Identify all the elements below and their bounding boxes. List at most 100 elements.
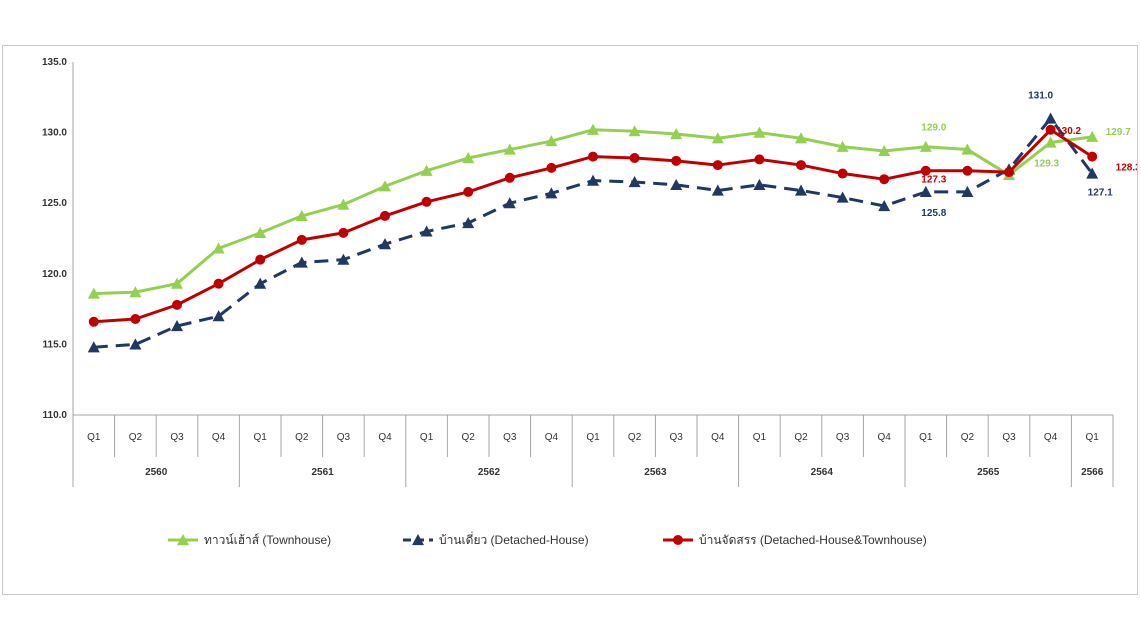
- x-category-label: Q3: [337, 432, 351, 443]
- y-tick-label: 135.0: [42, 57, 67, 68]
- x-category-label: Q2: [129, 432, 143, 443]
- data-point-marker: [836, 191, 849, 203]
- data-point-marker: [1086, 167, 1099, 179]
- data-label: 129.0: [921, 123, 946, 134]
- data-point-marker: [503, 143, 516, 155]
- data-point-marker: [212, 242, 225, 254]
- data-point-marker: [712, 160, 723, 171]
- x-category-label: Q1: [420, 432, 434, 443]
- data-point-marker: [628, 176, 641, 188]
- data-point-marker: [878, 144, 891, 157]
- data-point-marker: [420, 225, 433, 237]
- data-point-marker: [836, 140, 849, 152]
- x-category-label: Q1: [919, 432, 933, 443]
- x-year-label: 2566: [1081, 467, 1104, 478]
- data-label: 127.1: [1088, 188, 1113, 199]
- data-point-marker: [337, 198, 350, 210]
- data-point-marker: [87, 287, 100, 299]
- data-point-marker: [588, 151, 598, 162]
- data-point-marker: [1045, 124, 1056, 135]
- data-label: 128.3: [1116, 163, 1137, 174]
- chart-legend: ทาวน์เฮ้าส์ (Townhouse) บ้านเดี่ยว (Detac…: [168, 531, 927, 547]
- data-point-marker: [463, 186, 474, 197]
- y-tick-label: 115.0: [43, 339, 68, 350]
- data-label: 129.3: [1034, 158, 1059, 169]
- x-category-label: Q3: [670, 432, 684, 443]
- x-year-label: 2562: [478, 467, 501, 478]
- data-point-marker: [754, 154, 765, 165]
- x-year-label: 2565: [977, 467, 1000, 478]
- data-point-marker: [545, 187, 558, 199]
- data-label: 131.0: [1028, 90, 1053, 101]
- data-point-marker: [171, 320, 183, 332]
- legend-marker: [673, 535, 683, 545]
- data-point-marker: [171, 277, 183, 289]
- data-point-marker: [379, 180, 391, 192]
- y-tick-label: 130.0: [42, 128, 67, 139]
- data-point-marker: [711, 184, 724, 196]
- data-point-marker: [212, 310, 225, 322]
- chart-series: [87, 112, 1099, 353]
- legend-label: บ้านจัดสรร (Detached-House&Townhouse): [699, 533, 927, 547]
- data-point-marker: [254, 277, 267, 289]
- data-point-marker: [879, 174, 890, 185]
- data-point-marker: [255, 254, 266, 265]
- x-category-label: Q1: [1086, 432, 1100, 443]
- data-point-marker: [837, 168, 848, 179]
- data-point-marker: [962, 165, 973, 176]
- x-category-label: Q3: [1002, 432, 1016, 443]
- x-axis-category-labels: Q1 Q2 Q3 Q4 Q1 Q2 Q3 Q4 Q1 Q2 Q3 Q4 Q1 Q2 Q3 Q4 Q1 Q2 Q3 Q4…: [87, 432, 1104, 478]
- x-category-label: Q2: [295, 432, 309, 443]
- data-point-marker: [504, 172, 515, 183]
- data-point-marker: [254, 226, 267, 238]
- data-point-marker: [545, 135, 558, 147]
- data-point-marker: [753, 178, 766, 190]
- data-point-marker: [919, 140, 932, 152]
- x-category-label: Q4: [212, 432, 226, 443]
- x-category-label: Q1: [586, 432, 600, 443]
- x-category-label: Q1: [753, 432, 767, 443]
- data-point-marker: [919, 185, 932, 198]
- x-category-label: Q1: [254, 432, 268, 443]
- x-category-label: Q2: [628, 432, 642, 443]
- data-point-marker: [795, 184, 807, 196]
- data-point-marker: [629, 153, 640, 164]
- data-point-marker: [961, 185, 974, 198]
- data-point-marker: [87, 341, 100, 353]
- data-point-marker: [213, 278, 224, 289]
- data-point-marker: [1044, 112, 1057, 124]
- x-year-label: 2561: [311, 467, 334, 478]
- data-point-marker: [129, 338, 142, 350]
- data-point-marker: [295, 209, 308, 222]
- data-point-marker: [462, 152, 475, 164]
- data-label: 130.2: [1056, 126, 1081, 137]
- data-point-marker: [503, 197, 516, 209]
- data-point-marker: [796, 160, 806, 171]
- data-label: 127.3: [921, 175, 946, 186]
- legend-marker: [177, 534, 189, 546]
- x-category-label: Q4: [711, 432, 725, 443]
- data-point-marker: [462, 216, 475, 229]
- x-category-label: Q3: [836, 432, 850, 443]
- legend-label: ทาวน์เฮ้าส์ (Townhouse): [204, 533, 331, 547]
- legend-label: บ้านเดี่ยว (Detached-House): [439, 531, 589, 547]
- y-tick-label: 120.0: [42, 269, 67, 280]
- data-point-marker: [795, 132, 807, 144]
- x-category-label: Q3: [170, 432, 184, 443]
- data-point-marker: [338, 227, 349, 238]
- data-label: 129.7: [1106, 127, 1131, 138]
- x-category-label: Q4: [878, 432, 892, 443]
- data-point-marker: [961, 143, 974, 155]
- data-point-marker: [587, 123, 599, 135]
- data-point-marker: [337, 253, 350, 265]
- chart-frame: 110.0 115.0 120.0 125.0 130.0 135.0 Q1 Q2 Q3 Q4 Q…: [2, 45, 1138, 595]
- data-labels: 129.0 129.3 129.7 125.8 131.0 127.1 127.3 130.2…: [921, 90, 1137, 218]
- x-year-label: 2564: [811, 467, 834, 478]
- data-point-marker: [420, 164, 433, 176]
- chart-axes: [72, 62, 1114, 487]
- data-point-marker: [711, 132, 724, 144]
- data-point-marker: [129, 286, 142, 298]
- data-point-marker: [380, 210, 390, 221]
- data-point-marker: [753, 126, 766, 138]
